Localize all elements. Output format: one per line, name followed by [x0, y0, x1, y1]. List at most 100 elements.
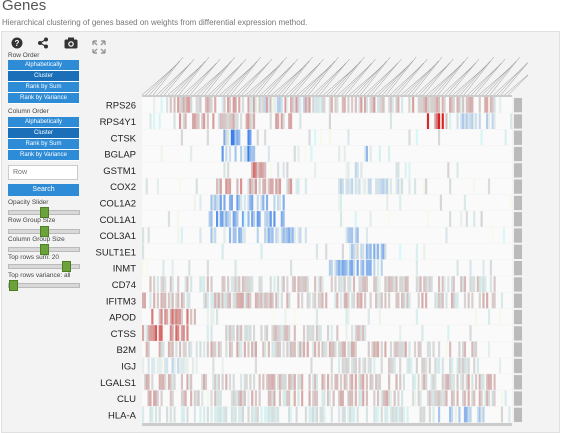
heatmap-cell — [280, 374, 283, 390]
heatmap-cell — [417, 341, 420, 358]
column-label — [411, 56, 443, 96]
heatmap-cell — [247, 129, 250, 146]
opacity-slider-knob[interactable] — [40, 207, 49, 218]
heatmap-cell — [334, 341, 337, 358]
heatmap-cell — [153, 390, 156, 407]
heatmap-cell — [267, 145, 270, 162]
heatmap-cell — [273, 276, 276, 292]
heatmap-cell — [475, 308, 478, 325]
heatmap-cell — [147, 374, 150, 390]
top-rows-sum-slider[interactable] — [8, 261, 80, 272]
heatmap-cell — [360, 390, 363, 407]
heatmap-cell — [386, 194, 389, 211]
heatmap-cell — [402, 406, 405, 423]
share-icon[interactable] — [37, 37, 49, 49]
heatmap-cell — [151, 325, 154, 341]
heatmap-cell — [426, 341, 430, 358]
heatmap-cell — [297, 341, 300, 358]
heatmap-cell — [393, 390, 396, 407]
column-label — [341, 62, 372, 96]
column-label — [204, 56, 236, 96]
row-group-size-knob[interactable] — [40, 226, 49, 237]
heatmap-cell — [417, 97, 420, 113]
search-button[interactable]: Search — [8, 184, 79, 196]
column-order-cluster-button[interactable]: Cluster — [8, 128, 79, 139]
heatmap-cell — [262, 97, 265, 113]
heatmap-cell — [360, 162, 363, 178]
heatmap-cell — [299, 276, 302, 292]
heatmap-cell — [177, 227, 180, 244]
column-order-rank-by-sum-button[interactable]: Rank by Sum — [8, 139, 79, 150]
heatmap-cell — [338, 390, 341, 407]
heatmap-cell — [430, 97, 433, 113]
heatmap-cell — [449, 113, 452, 129]
column-group-size-knob[interactable] — [40, 244, 49, 255]
column-group-size-slider[interactable] — [8, 244, 80, 255]
heatmap-cell — [236, 194, 239, 211]
heatmap-cell — [419, 374, 422, 390]
heatmap-cell — [438, 276, 441, 292]
heatmap-cell — [389, 390, 393, 407]
row-order-rank-by-sum-button[interactable]: Rank by Sum — [8, 82, 79, 93]
heatmap-cell — [160, 325, 163, 341]
heatmap-cell — [369, 243, 372, 260]
row-group-size-slider[interactable] — [8, 226, 80, 237]
heatmap-cell — [277, 325, 280, 341]
column-label — [337, 66, 369, 96]
help-circle-icon[interactable]: ? — [11, 37, 23, 49]
heatmap-cell — [456, 357, 459, 374]
row-search-input[interactable] — [8, 165, 78, 180]
heatmap-cell — [269, 406, 272, 423]
opacity-slider[interactable] — [8, 207, 80, 218]
heatmap-cell — [288, 374, 291, 390]
column-label — [508, 75, 528, 96]
column-label — [441, 66, 472, 96]
heatmap-cell — [188, 97, 191, 113]
heatmap-cell — [308, 390, 311, 407]
heatmap-cell — [341, 178, 344, 195]
heatmap-cell — [243, 211, 246, 227]
heatmap-cell — [462, 276, 465, 292]
row-order-rank-by-variance-button[interactable]: Rank by Variance — [8, 93, 79, 104]
heatmap-cell — [417, 374, 420, 390]
heatmap-cell — [388, 374, 391, 390]
heatmap-cell — [449, 357, 452, 374]
heatmap-cell — [169, 308, 172, 325]
heatmap-cell — [277, 406, 280, 423]
heatmap-cell — [426, 211, 430, 227]
heatmap-cell — [438, 341, 441, 358]
camera-icon[interactable] — [64, 37, 78, 49]
heatmap-cell — [312, 292, 315, 309]
top-rows-variance-knob[interactable] — [9, 280, 18, 291]
heatmap-cell — [227, 129, 230, 146]
heatmap-cell — [347, 341, 350, 358]
row-order-label: Row Order — [8, 52, 40, 59]
heatmap-cell — [227, 276, 230, 292]
heatmap-cell — [297, 292, 300, 309]
heatmap-cell — [384, 292, 387, 309]
heatmap-cell — [221, 145, 224, 162]
heatmap-cell — [264, 227, 267, 244]
heatmap-cell — [223, 227, 226, 244]
heatmap-cell — [223, 129, 226, 146]
heatmap-cell — [352, 341, 356, 358]
heatmap-cell — [247, 325, 250, 341]
heatmap-cell — [288, 178, 291, 195]
heatmap-cell — [162, 276, 165, 292]
heatmap-cell — [469, 325, 472, 341]
heatmap-cell — [286, 227, 289, 244]
heatmap-cell — [482, 276, 485, 292]
heatmap-cell — [389, 341, 393, 358]
heatmap-cell — [240, 390, 243, 407]
row-order-cluster-button[interactable]: Cluster — [8, 71, 79, 82]
expand-icon[interactable] — [92, 40, 106, 54]
column-order-alphabetically-button[interactable]: Alphabetically — [8, 117, 79, 128]
top-rows-sum-knob[interactable] — [61, 261, 71, 272]
top-rows-variance-slider[interactable] — [8, 280, 80, 291]
row-order-alphabetically-button[interactable]: Alphabetically — [8, 60, 79, 71]
heatmap-cell — [445, 227, 448, 244]
heatmap-cell — [175, 292, 178, 309]
column-order-rank-by-variance-button[interactable]: Rank by Variance — [8, 150, 79, 161]
heatmap-cell — [288, 406, 291, 423]
heatmap-row — [142, 178, 512, 195]
